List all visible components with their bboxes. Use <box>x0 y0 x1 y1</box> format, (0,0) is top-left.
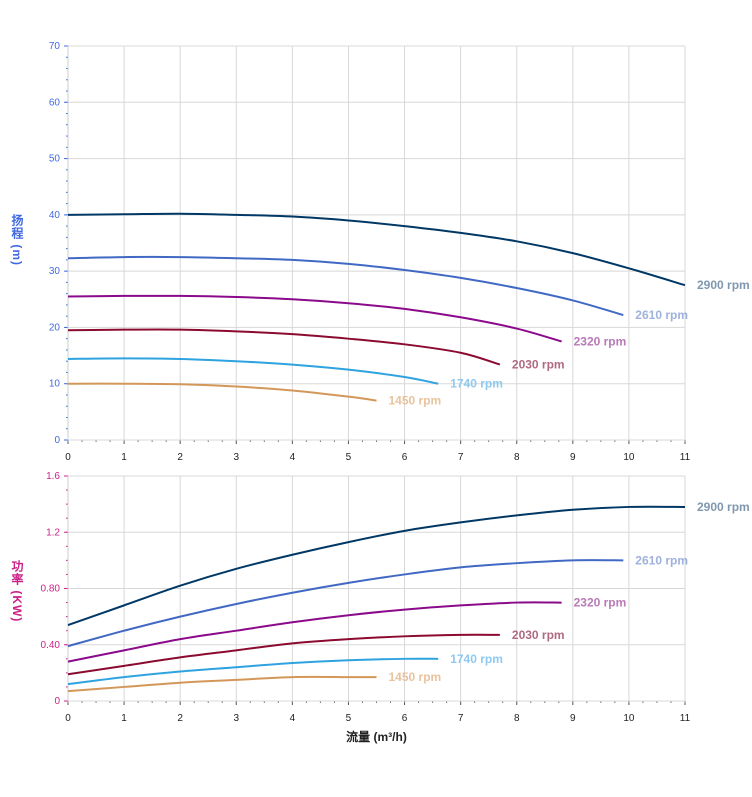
x-tick-label: 2 <box>177 452 183 463</box>
series-line-2610-rpm <box>67 559 624 648</box>
series-line-2900-rpm <box>67 505 686 627</box>
y-tick-label: 0.40 <box>41 640 61 651</box>
x-tick-label: 4 <box>290 713 296 724</box>
series-label: 1740 rpm <box>450 652 503 666</box>
series-line-2030-rpm <box>67 633 500 676</box>
x-tick-label: 0 <box>65 713 71 724</box>
x-tick-label: 7 <box>458 452 464 463</box>
x-tick-label: 1 <box>121 713 127 724</box>
x-tick-label: 2 <box>177 713 183 724</box>
x-tick-label: 1 <box>121 452 127 463</box>
head-chart: 0 1 2 3 4 5 6 7 8 9 10 11 0 10 20 30 40 50 60 70 2900 rpm 261… <box>49 41 750 463</box>
series-label: 2900 rpm <box>697 500 750 514</box>
x-tick-label: 10 <box>623 452 635 463</box>
series-label: 1450 rpm <box>389 394 442 408</box>
x-tick-label: 8 <box>514 452 520 463</box>
series-line-2320-rpm <box>67 601 562 663</box>
x-tick-label: 6 <box>402 713 408 724</box>
y-tick-label: 30 <box>49 266 61 277</box>
series-label: 2900 rpm <box>697 278 750 292</box>
series-line-2900-rpm <box>67 212 686 287</box>
x-tick-label: 8 <box>514 713 520 724</box>
y-tick-label: 1.6 <box>46 471 60 482</box>
series-label: 1450 rpm <box>389 670 442 684</box>
y-tick-label: 20 <box>49 322 61 333</box>
series-line-1740-rpm <box>67 657 439 686</box>
y-tick-label: 10 <box>49 379 61 390</box>
series-line-1450-rpm <box>67 675 377 693</box>
series-line-1740-rpm <box>67 357 439 385</box>
x-tick-label: 9 <box>570 452 576 463</box>
x-tick-label: 9 <box>570 713 576 724</box>
power-chart: 0 1 2 3 4 5 6 7 8 9 10 11 0 0.40 0.80 1.2 1.6 流量 (m³/h) 29… <box>41 471 750 744</box>
x-axis-label: 流量 (m³/h) <box>346 729 407 744</box>
x-tick-label: 10 <box>623 713 635 724</box>
series-label: 1740 rpm <box>450 377 503 391</box>
x-tick-label: 7 <box>458 713 464 724</box>
series-label: 2030 rpm <box>512 358 565 372</box>
x-tick-label: 3 <box>233 452 239 463</box>
series-line-1450-rpm <box>67 382 377 402</box>
series-line-2610-rpm <box>67 255 624 317</box>
y-tick-label: 0 <box>54 435 60 446</box>
y-tick-label: 1.2 <box>46 527 60 538</box>
x-tick-label: 3 <box>233 713 239 724</box>
x-tick-label: 4 <box>290 452 296 463</box>
y-tick-label: 70 <box>49 41 61 52</box>
y-tick-label: 0 <box>54 696 60 707</box>
series-label: 2610 rpm <box>635 553 688 567</box>
head-y-axis-label: 扬程 (m) <box>10 214 24 266</box>
x-tick-label: 0 <box>65 452 71 463</box>
x-tick-label: 11 <box>680 713 691 724</box>
series-line-2030-rpm <box>67 328 501 366</box>
series-label: 2610 rpm <box>635 308 688 322</box>
y-tick-label: 40 <box>49 210 61 221</box>
y-tick-label: 50 <box>49 154 61 165</box>
series-line-2320-rpm <box>67 294 562 343</box>
series-label: 2320 rpm <box>574 596 627 610</box>
y-tick-label: 60 <box>49 97 61 108</box>
x-tick-label: 11 <box>680 452 691 463</box>
x-tick-label: 6 <box>402 452 408 463</box>
x-tick-label: 5 <box>346 452 352 463</box>
power-y-axis-label: 功率 (KW) <box>10 560 24 623</box>
series-label: 2030 rpm <box>512 628 565 642</box>
y-tick-label: 0.80 <box>41 584 61 595</box>
series-label: 2320 rpm <box>574 335 627 349</box>
x-tick-label: 5 <box>346 713 352 724</box>
